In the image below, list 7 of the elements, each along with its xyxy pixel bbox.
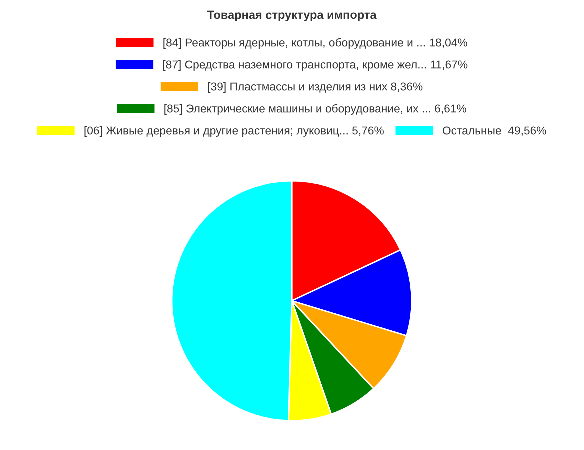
legend-label: [87] Средства наземного транспорта, кроме жел... 11,67% (163, 60, 468, 72)
chart-title: Товарная структура импорта (207, 10, 377, 22)
legend-label: Остальные 49,56% (442, 126, 546, 136)
legend-label: [85] Электрические машины и оборудование, их ... 6,61% (164, 104, 466, 116)
legend-label: [39] Пластмассы и изделия из них 8,36% (208, 82, 423, 94)
legend-label: [84] Реакторы ядерные, котлы, оборудование и ... 18,04% (164, 38, 468, 50)
legend-label: [06] Живые деревья и другие растения; луковиц... 5,76% (84, 126, 384, 138)
